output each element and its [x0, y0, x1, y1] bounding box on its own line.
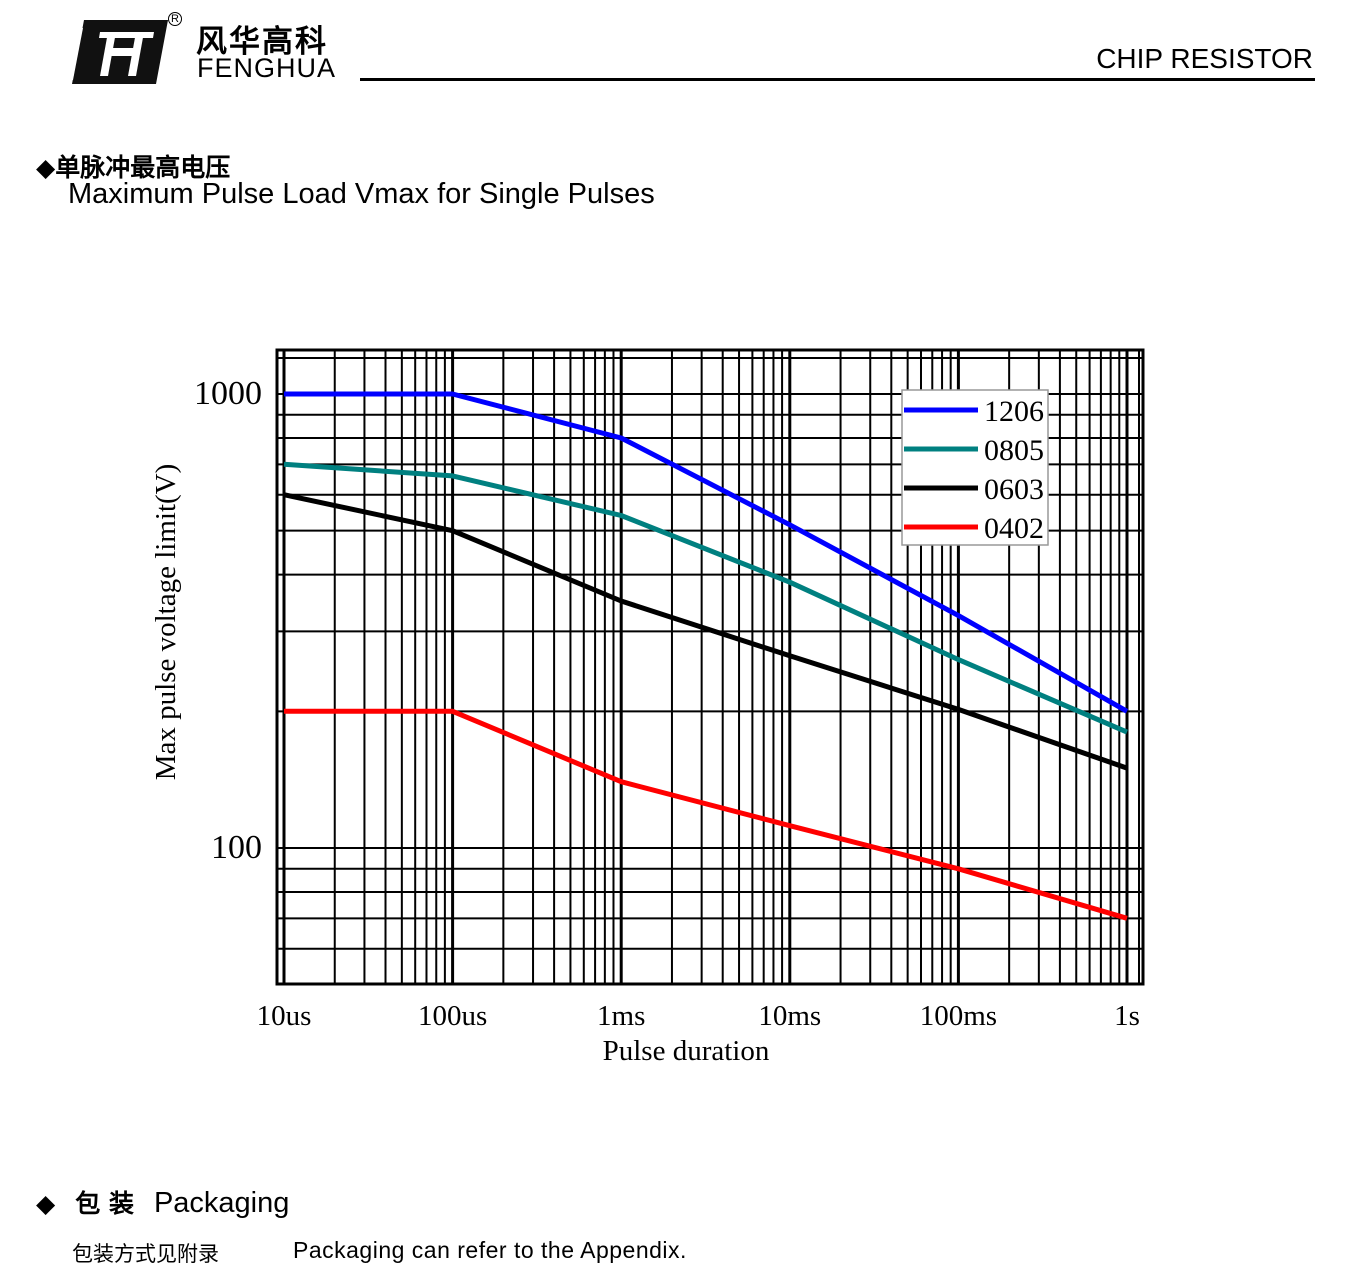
packaging-text-cn: 包装方式见附录	[72, 1242, 219, 1266]
header-divider	[360, 78, 1315, 81]
y-tick-label: 1000	[194, 375, 262, 412]
section-title-en: Maximum Pulse Load Vmax for Single Pulse…	[68, 178, 655, 210]
logo-english-name: FENGHUA	[197, 53, 337, 83]
x-tick-label: 100us	[418, 1000, 487, 1032]
legend-label: 0402	[984, 512, 1044, 545]
logo-chinese-name: 风华高科	[196, 24, 328, 60]
header-title: CHIP RESISTOR	[1096, 43, 1313, 74]
section-title-cn: ◆单脉冲最高电压	[36, 148, 230, 184]
x-tick-label: 1ms	[597, 1000, 645, 1032]
x-tick-label: 1s	[1114, 1000, 1140, 1032]
packaging-section-title: ◆ 包 装 Packaging	[36, 1184, 289, 1220]
plot-frame	[275, 348, 1145, 986]
x-tick-label: 100ms	[920, 1000, 997, 1032]
x-tick-label: 10us	[257, 1000, 312, 1032]
x-tick-label: 10ms	[758, 1000, 821, 1032]
chart-tick-labels: 10us 100us 1ms 10ms 100ms 1s 1000 100	[194, 375, 1140, 1032]
legend-box	[901, 389, 1049, 546]
legend-label: 1206	[984, 395, 1044, 428]
packaging-text-en: Packaging can refer to the Appendix.	[293, 1237, 687, 1263]
diamond-bullet-icon: ◆	[36, 1189, 56, 1218]
series-line-0402	[284, 708, 1128, 921]
y-tick-label: 100	[211, 829, 262, 866]
x-axis-label: Pulse duration	[603, 1035, 770, 1067]
legend-label: 0603	[984, 473, 1044, 506]
section-title-cn-text: 单脉冲最高电压	[55, 153, 231, 182]
packaging-title-en: Packaging	[153, 1187, 290, 1219]
diamond-bullet-icon: ◆	[36, 153, 56, 182]
series-line-1206	[284, 391, 1129, 714]
packaging-title-cn: 包 装	[75, 1189, 134, 1218]
chart-series	[283, 391, 1129, 921]
fenghua-logo-icon	[70, 18, 170, 91]
y-axis-label: Max pulse voltage limit(V)	[150, 464, 182, 781]
series-line-0805	[283, 461, 1128, 735]
legend-label: 0805	[984, 434, 1044, 467]
registered-mark: R	[168, 12, 182, 26]
series-line-0603	[283, 492, 1128, 771]
chart-legend: 1206 0805 0603 0402	[901, 389, 1049, 546]
